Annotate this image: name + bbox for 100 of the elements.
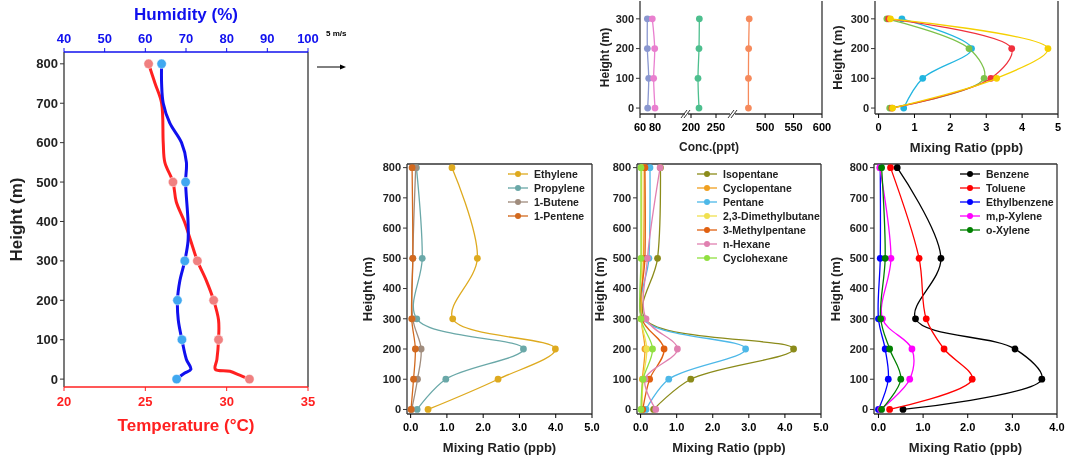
x-tick-label: 30: [219, 394, 234, 409]
y-tick-label: 700: [612, 191, 631, 204]
y-tick-label: 0: [627, 101, 634, 114]
legend-label: Benzene: [986, 167, 1030, 180]
legend-label: Ethylbenzene: [986, 195, 1054, 208]
point: [912, 315, 919, 323]
point: [922, 315, 930, 323]
point: [442, 375, 450, 383]
point: [408, 164, 416, 172]
x-tick-label: 4.0: [777, 421, 793, 433]
y-tick-label: 500: [849, 252, 868, 265]
x2-tick-label: 100: [297, 31, 319, 46]
point: [651, 104, 659, 112]
point: [695, 15, 703, 23]
y-tick-label: 400: [849, 282, 868, 295]
point: [449, 315, 457, 323]
legend-label: Cyclopentane: [723, 181, 793, 194]
y-tick-label: 600: [36, 135, 58, 151]
y-tick-label: 100: [382, 373, 401, 386]
point: [694, 74, 702, 82]
legend-label: 1-Butene: [534, 195, 580, 208]
x-tick-label: 0.0: [632, 421, 649, 433]
y-tick-label: 300: [849, 312, 868, 325]
point: [646, 164, 654, 172]
y-tick-label: 600: [849, 221, 868, 234]
x2-tick-label: 60: [138, 31, 153, 46]
legend-label: Pentane: [723, 195, 765, 208]
x-axis-title: Mixing Ratio (ppb): [908, 440, 1023, 455]
point: [520, 345, 527, 353]
y-tick-label: 800: [849, 161, 868, 174]
x-tick-label: 200: [681, 121, 701, 133]
x-tick-label: 35: [300, 394, 316, 409]
y-tick-label: 100: [850, 72, 869, 85]
x-tick-label: 4: [1019, 121, 1027, 133]
y-tick-label: 700: [849, 191, 868, 204]
x-tick-label: 5: [1054, 121, 1062, 133]
x2-tick-label: 90: [260, 31, 275, 46]
x-tick-label: 5.0: [584, 421, 600, 433]
legend-label: 1-Pentene: [534, 209, 585, 222]
point: [884, 375, 892, 383]
point: [648, 15, 656, 23]
point: [886, 406, 894, 413]
y-tick-label: 500: [612, 252, 631, 265]
x-axis-title: Mixing Ratio (ppb): [909, 140, 1024, 155]
point: [448, 164, 456, 172]
y-tick-label: 300: [850, 12, 869, 25]
x2-tick-label: 50: [97, 31, 112, 46]
y-tick-label: 0: [862, 101, 869, 114]
x2-tick-label: 80: [219, 31, 234, 46]
y-axis-title: Height (m): [592, 256, 607, 322]
y-tick-label: 200: [382, 342, 401, 355]
point: [208, 295, 219, 306]
point: [893, 164, 901, 172]
point: [674, 345, 681, 353]
y-axis-title: Height (m): [598, 27, 612, 88]
y-axis-title: Height (m): [828, 256, 843, 322]
point: [897, 375, 905, 383]
x-tick-label: 1.0: [439, 421, 455, 433]
y-tick-label: 200: [849, 342, 868, 355]
point: [213, 334, 224, 345]
legend-label: 3-Methylpentane: [723, 223, 807, 236]
point: [980, 74, 988, 82]
point: [473, 254, 481, 262]
point: [915, 254, 923, 262]
x2-tick-label: 40: [56, 31, 72, 46]
x-tick-label: 0: [875, 121, 882, 133]
point: [665, 375, 673, 383]
legend-label: Cyclohexane: [723, 251, 788, 264]
x-tick-label: 0.0: [402, 421, 419, 433]
x-tick-label: 1.0: [669, 421, 685, 433]
legend-label: o-Xylene: [986, 223, 1030, 236]
y-tick-label: 100: [36, 332, 58, 348]
point: [643, 45, 651, 52]
y-axis-title: Height (m): [830, 25, 845, 90]
point: [887, 254, 895, 262]
y-tick-label: 300: [36, 253, 58, 269]
y-tick-label: 800: [382, 161, 401, 174]
x-axis-title: Mixing Ratio (ppb): [442, 440, 557, 455]
point: [968, 375, 976, 383]
point: [908, 345, 916, 353]
point: [1038, 375, 1046, 383]
point: [660, 345, 668, 353]
y-tick-label: 100: [849, 373, 868, 386]
y-tick-label: 0: [50, 371, 58, 387]
x2-tick-label: 70: [178, 31, 194, 46]
point: [143, 58, 154, 69]
x-tick-label: 2.0: [475, 421, 491, 433]
x-tick-label: 4.0: [1049, 421, 1065, 433]
y-tick-label: 300: [382, 312, 401, 325]
x-axis-title: Conc.(ppt): [679, 140, 739, 154]
y-tick-label: 500: [382, 252, 401, 265]
x-tick-label: 1: [911, 121, 918, 133]
point: [886, 345, 894, 353]
x-tick-label: 25: [138, 394, 153, 409]
point: [1008, 45, 1016, 52]
y-tick-label: 800: [612, 161, 631, 174]
y-tick-label: 400: [36, 214, 58, 230]
y-tick-label: 500: [36, 174, 58, 190]
point: [742, 345, 749, 353]
point: [192, 255, 203, 266]
